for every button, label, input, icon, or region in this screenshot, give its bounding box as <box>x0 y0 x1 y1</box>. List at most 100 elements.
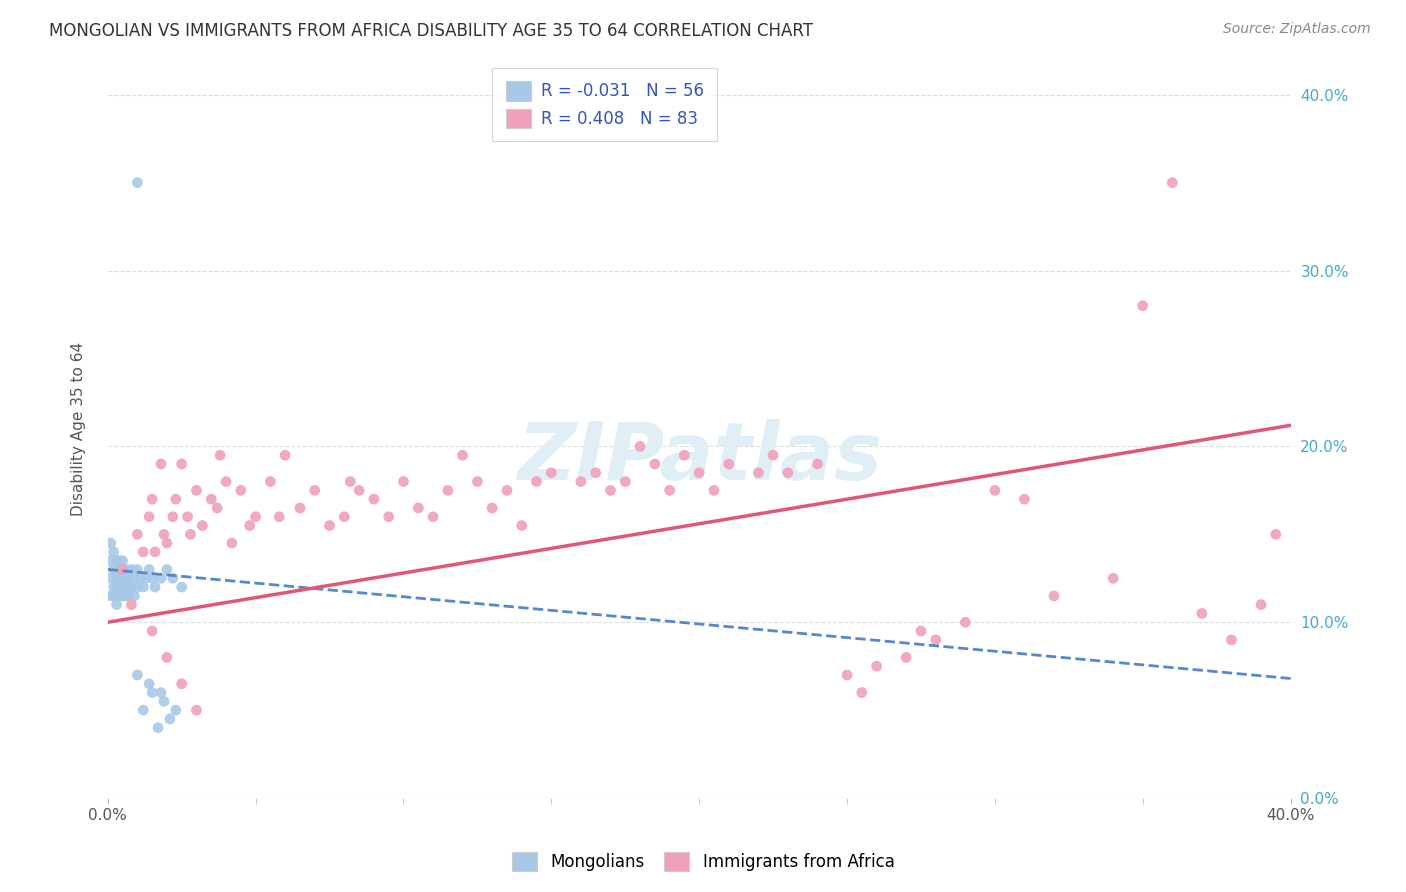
Point <box>984 483 1007 498</box>
Point <box>1191 607 1213 621</box>
Point <box>304 483 326 498</box>
Point <box>288 500 311 515</box>
Point <box>392 475 415 489</box>
Point <box>955 615 977 630</box>
Point <box>108 554 131 568</box>
Point <box>467 475 489 489</box>
Point <box>150 685 173 699</box>
Point <box>111 580 134 594</box>
Point <box>103 562 125 576</box>
Point <box>132 580 155 594</box>
Point <box>644 457 666 471</box>
Point <box>703 483 725 498</box>
Point <box>1161 176 1184 190</box>
Point <box>747 466 769 480</box>
Point <box>162 509 184 524</box>
Point <box>100 571 122 585</box>
Point <box>1220 632 1243 647</box>
Point <box>143 580 166 594</box>
Point <box>129 571 152 585</box>
Point <box>377 509 399 524</box>
Point <box>135 571 157 585</box>
Y-axis label: Disability Age 35 to 64: Disability Age 35 to 64 <box>72 342 86 516</box>
Point <box>105 554 128 568</box>
Point <box>111 562 134 576</box>
Point <box>259 475 281 489</box>
Point <box>925 632 948 647</box>
Point <box>191 518 214 533</box>
Point <box>105 598 128 612</box>
Point <box>1043 589 1066 603</box>
Point <box>141 492 163 507</box>
Point <box>108 589 131 603</box>
Legend: Mongolians, Immigrants from Africa: Mongolians, Immigrants from Africa <box>503 843 903 880</box>
Point <box>127 527 149 541</box>
Point <box>215 475 238 489</box>
Point <box>221 536 243 550</box>
Point <box>100 536 122 550</box>
Point <box>496 483 519 498</box>
Text: MONGOLIAN VS IMMIGRANTS FROM AFRICA DISABILITY AGE 35 TO 64 CORRELATION CHART: MONGOLIAN VS IMMIGRANTS FROM AFRICA DISA… <box>49 22 813 40</box>
Point <box>186 483 208 498</box>
Point <box>269 509 291 524</box>
Point <box>127 580 149 594</box>
Point <box>117 589 139 603</box>
Point <box>540 466 562 480</box>
Point <box>105 589 128 603</box>
Point <box>274 448 297 462</box>
Point <box>117 571 139 585</box>
Point <box>176 509 198 524</box>
Point <box>127 668 149 682</box>
Point <box>422 509 444 524</box>
Point <box>103 580 125 594</box>
Point <box>141 571 163 585</box>
Point <box>339 475 361 489</box>
Point <box>111 589 134 603</box>
Point <box>153 527 176 541</box>
Point <box>108 580 131 594</box>
Point <box>776 466 799 480</box>
Point <box>132 545 155 559</box>
Point <box>143 545 166 559</box>
Point <box>910 624 932 638</box>
Point <box>100 589 122 603</box>
Point <box>103 562 125 576</box>
Point <box>103 545 125 559</box>
Point <box>127 562 149 576</box>
Point <box>717 457 740 471</box>
Point <box>688 466 710 480</box>
Point <box>614 475 637 489</box>
Point <box>150 571 173 585</box>
Point <box>585 466 607 480</box>
Point <box>120 562 142 576</box>
Point <box>239 518 262 533</box>
Point <box>865 659 887 673</box>
Point <box>510 518 533 533</box>
Point <box>347 483 370 498</box>
Text: Source: ZipAtlas.com: Source: ZipAtlas.com <box>1223 22 1371 37</box>
Legend: R = -0.031   N = 56, R = 0.408   N = 83: R = -0.031 N = 56, R = 0.408 N = 83 <box>492 68 717 142</box>
Point <box>318 518 340 533</box>
Text: ZIPatlas: ZIPatlas <box>516 419 882 498</box>
Point <box>120 598 142 612</box>
Point <box>628 439 651 453</box>
Point <box>229 483 252 498</box>
Point <box>186 703 208 717</box>
Point <box>141 685 163 699</box>
Point <box>146 721 169 735</box>
Point <box>114 571 136 585</box>
Point <box>105 562 128 576</box>
Point <box>200 492 222 507</box>
Point <box>153 694 176 708</box>
Point <box>205 500 228 515</box>
Point <box>363 492 385 507</box>
Point <box>156 536 179 550</box>
Point <box>170 457 193 471</box>
Point <box>165 703 187 717</box>
Point <box>100 554 122 568</box>
Point <box>1264 527 1286 541</box>
Point <box>141 624 163 638</box>
Point <box>156 650 179 665</box>
Point <box>138 509 160 524</box>
Point <box>851 685 873 699</box>
